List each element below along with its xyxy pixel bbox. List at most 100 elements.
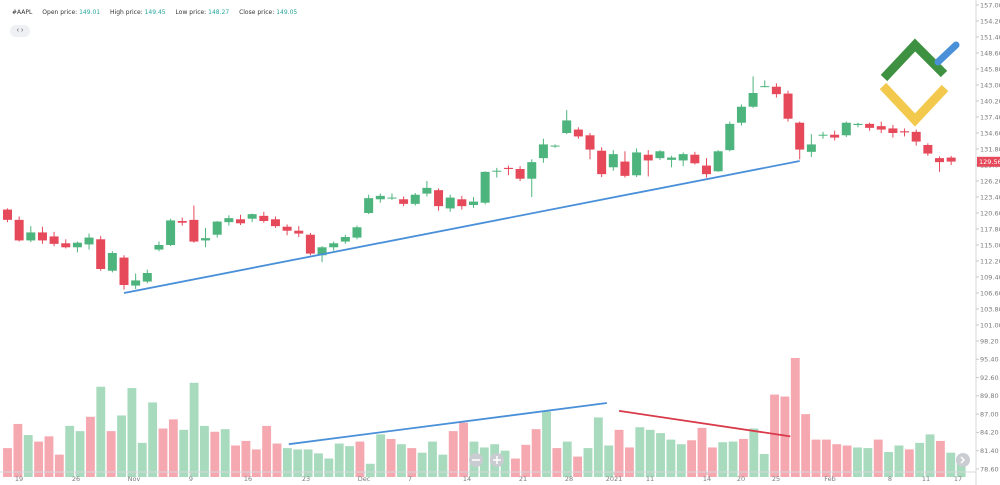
time-tick-label: 11: [646, 475, 654, 483]
volume-tick-label: 92.60: [980, 374, 999, 382]
volume-bar: [687, 440, 697, 477]
time-tick-label: 11: [922, 475, 930, 483]
time-tick-label: 9: [189, 475, 193, 483]
volume-bar: [137, 442, 147, 477]
volume-bar: [459, 422, 469, 477]
candle-body: [399, 199, 409, 204]
time-tick-label: 28: [565, 475, 573, 483]
volume-tick-label: 78.60: [980, 465, 999, 473]
candle-body: [154, 245, 164, 250]
time-tick-label: 26: [72, 475, 80, 483]
volume-bar: [345, 446, 354, 477]
volume-bar: [552, 448, 562, 477]
candle-body: [445, 197, 455, 209]
price-trendline[interactable]: [123, 160, 800, 294]
candle-body: [946, 157, 956, 162]
volume-bar: [44, 436, 54, 477]
volume-bar: [117, 415, 126, 477]
high-value: 149.45: [144, 9, 166, 16]
volume-bar: [158, 428, 168, 477]
price-tick-label: 148.60: [980, 49, 1000, 57]
candle-body: [503, 167, 513, 169]
candle-body: [37, 232, 47, 241]
volume-bar: [656, 433, 665, 477]
volume-bar: [832, 444, 842, 477]
current-price-tag: [977, 156, 1000, 167]
candle-body: [201, 238, 211, 241]
candle-body: [725, 123, 735, 151]
volume-bar: [438, 454, 448, 477]
zoom-controls[interactable]: [469, 453, 970, 467]
volume-bar: [314, 453, 323, 477]
candle-body: [562, 120, 572, 133]
volume-bar: [262, 425, 272, 477]
volume-bar: [935, 440, 945, 477]
candle-body: [865, 123, 875, 128]
close-label: Close price:: [239, 9, 275, 16]
volume-bar: [521, 444, 531, 477]
time-tick-label: 2021: [606, 475, 623, 483]
price-tick-label: 123.40: [980, 193, 1000, 201]
time-tick-label: 7: [408, 475, 412, 483]
candle-body: [643, 154, 653, 161]
candle-body: [655, 151, 665, 159]
collapse-legend-button[interactable]: ‹ ›: [10, 25, 30, 37]
logo-yellow-stroke: [879, 82, 949, 127]
candle-body: [84, 237, 94, 245]
candle-body: [259, 215, 269, 221]
candle-body: [538, 144, 548, 159]
volume-bar: [407, 448, 417, 477]
volume-bar: [583, 448, 593, 477]
volume-bar: [510, 458, 520, 477]
volume-bar: [873, 439, 883, 477]
logo-green-stroke: [880, 38, 948, 82]
volume-bar: [593, 417, 603, 477]
volume-bar: [645, 429, 655, 477]
candle-body: [119, 257, 129, 285]
candle-body: [352, 227, 362, 238]
price-tick-label: 154.20: [980, 17, 1000, 25]
volume-tick-label: 89.80: [980, 392, 999, 400]
price-tick-label: 109.40: [980, 273, 1000, 281]
volume-bar: [3, 448, 12, 477]
volume-bar: [707, 447, 717, 477]
volume-bar: [210, 431, 220, 477]
volume-bar: [811, 439, 821, 477]
volume-bar: [303, 449, 313, 477]
candle-body: [142, 273, 152, 282]
candle-body: [935, 158, 944, 163]
volume-bar: [801, 414, 811, 477]
volume-bar: [179, 429, 189, 477]
candle-body: [131, 280, 141, 286]
candle-body: [270, 219, 280, 227]
candle-body: [26, 232, 36, 241]
volume-bar: [925, 434, 935, 477]
volume-bar: [355, 441, 365, 477]
volume-pane: [3, 357, 966, 477]
candle-body: [49, 236, 59, 244]
volume-trendline[interactable]: [288, 402, 607, 446]
price-tick-label: 115.00: [980, 241, 1000, 249]
volume-bar: [65, 425, 75, 477]
volume-bar: [75, 431, 85, 477]
candle-body: [585, 135, 595, 150]
open-label: Open price:: [42, 9, 78, 16]
time-tick-label: Dec: [358, 475, 371, 483]
candle-body: [608, 154, 618, 168]
candle-body: [492, 170, 502, 172]
candle-body: [795, 122, 805, 150]
current-price-label: 129.56: [979, 158, 1000, 166]
price-tick-label: 103.80: [980, 305, 1000, 313]
volume-trendline[interactable]: [618, 409, 791, 438]
candle-body: [736, 106, 746, 123]
volume-bar: [956, 458, 966, 477]
volume-bar: [562, 441, 572, 477]
volume-bar: [324, 458, 334, 477]
time-tick-label: 19: [15, 475, 23, 483]
price-tick-label: 143.00: [980, 81, 1000, 89]
volume-bar: [853, 447, 862, 477]
volume-bar: [200, 425, 209, 477]
volume-bar: [728, 441, 738, 477]
